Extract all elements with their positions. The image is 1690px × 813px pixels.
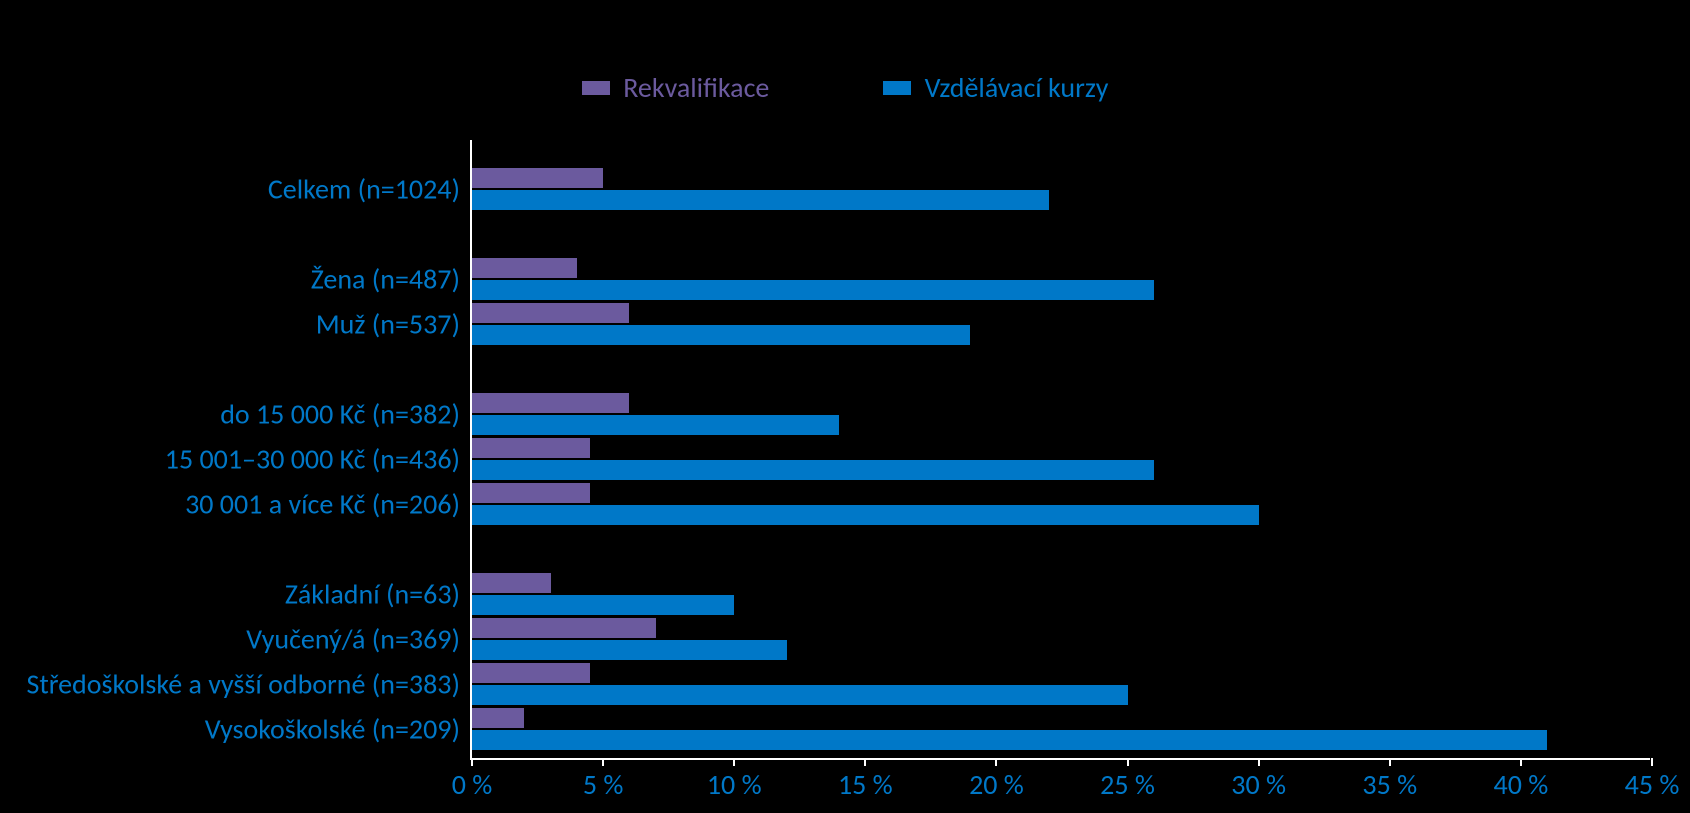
bar-rekvalifikace (472, 393, 629, 413)
bar-vzdelavaci (472, 325, 970, 345)
x-tick-label: 35 % (1362, 767, 1417, 802)
legend-item-rekvalifikace: Rekvalifikace (582, 70, 770, 105)
x-tick (1258, 758, 1260, 766)
x-tick (995, 758, 997, 766)
x-tick-label: 10 % (707, 767, 762, 802)
bar-rekvalifikace (472, 168, 603, 188)
bar-rekvalifikace (472, 483, 590, 503)
bar-vzdelavaci (472, 595, 734, 615)
row-label: Středoškolské a vyšší odborné (n=383) (26, 667, 460, 702)
x-tick (733, 758, 735, 766)
row-label: Celkem (n=1024) (268, 172, 460, 207)
legend-item-vzdelavaci: Vzdělávací kurzy (883, 70, 1108, 105)
bar-vzdelavaci (472, 685, 1128, 705)
legend: Rekvalifikace Vzdělávací kurzy (0, 70, 1690, 105)
bar-vzdelavaci (472, 640, 787, 660)
x-tick (602, 758, 604, 766)
row-label: Vysokoškolské (n=209) (205, 712, 460, 747)
chart-container: Rekvalifikace Vzdělávací kurzy 0 %5 %10 … (0, 0, 1690, 813)
x-tick (471, 758, 473, 766)
x-tick (1651, 758, 1653, 766)
x-tick-label: 15 % (838, 767, 893, 802)
legend-swatch-rekvalifikace (582, 81, 610, 95)
x-tick (1520, 758, 1522, 766)
bar-vzdelavaci (472, 730, 1547, 750)
x-tick-label: 0 % (452, 767, 493, 802)
bar-rekvalifikace (472, 663, 590, 683)
legend-label-rekvalifikace: Rekvalifikace (623, 70, 769, 105)
row-label: Muž (n=537) (316, 307, 460, 342)
bar-vzdelavaci (472, 415, 839, 435)
x-tick-label: 20 % (969, 767, 1024, 802)
bar-vzdelavaci (472, 460, 1154, 480)
row-label: 15 001–30 000 Kč (n=436) (165, 442, 460, 477)
x-tick-label: 30 % (1231, 767, 1286, 802)
row-label: 30 001 a více Kč (n=206) (185, 487, 460, 522)
x-tick (1389, 758, 1391, 766)
x-tick-label: 5 % (583, 767, 624, 802)
plot-area: 0 %5 %10 %15 %20 %25 %30 %35 %40 %45 % (470, 140, 1650, 760)
bar-rekvalifikace (472, 618, 656, 638)
bar-rekvalifikace (472, 708, 524, 728)
bar-vzdelavaci (472, 190, 1049, 210)
bar-vzdelavaci (472, 505, 1259, 525)
row-label: Základní (n=63) (285, 577, 460, 612)
row-label: Vyučený/á (n=369) (246, 622, 460, 657)
legend-swatch-vzdelavaci (883, 81, 911, 95)
bar-rekvalifikace (472, 303, 629, 323)
x-tick (864, 758, 866, 766)
bar-rekvalifikace (472, 573, 551, 593)
bar-rekvalifikace (472, 438, 590, 458)
bar-vzdelavaci (472, 280, 1154, 300)
bar-rekvalifikace (472, 258, 577, 278)
x-tick (1127, 758, 1129, 766)
legend-label-vzdelavaci: Vzdělávací kurzy (925, 70, 1109, 105)
x-tick-label: 40 % (1494, 767, 1549, 802)
x-tick-label: 45 % (1625, 767, 1680, 802)
x-tick-label: 25 % (1100, 767, 1155, 802)
row-label: Žena (n=487) (311, 262, 460, 297)
row-label: do 15 000 Kč (n=382) (220, 397, 460, 432)
